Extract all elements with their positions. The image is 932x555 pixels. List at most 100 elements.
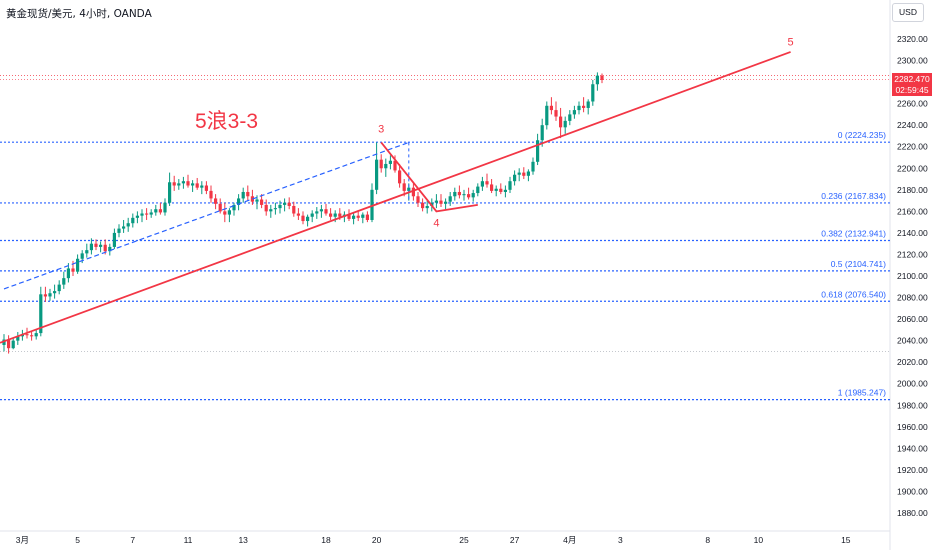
candle-body — [260, 199, 264, 205]
candle-body — [204, 185, 208, 191]
candle-body — [122, 226, 126, 229]
candle-body — [168, 182, 172, 203]
price-tick-label: 1880.00 — [897, 508, 928, 518]
candle-body — [352, 215, 356, 219]
candle-body — [278, 204, 282, 209]
candle-body — [434, 200, 438, 203]
candle-body — [471, 193, 475, 198]
time-tick-label: 25 — [459, 535, 469, 545]
candle-body — [16, 336, 20, 341]
price-tick-label: 2260.00 — [897, 99, 928, 109]
candle-body — [522, 172, 526, 176]
candle-body — [545, 105, 549, 126]
candle-body — [48, 293, 52, 297]
candle-body — [214, 198, 218, 204]
price-tick-label: 2200.00 — [897, 163, 928, 173]
candle-body — [292, 205, 296, 214]
wave-annotation: 5浪3-3 — [195, 110, 258, 133]
candle-body — [94, 243, 98, 247]
candle-body — [577, 105, 581, 111]
candle-body — [310, 213, 314, 217]
price-tick-label: 2240.00 — [897, 120, 928, 130]
time-tick-label: 3月 — [16, 535, 29, 545]
candle-body — [531, 161, 535, 172]
candle-body — [499, 188, 503, 192]
candle-body — [223, 211, 227, 215]
price-tick-label: 1980.00 — [897, 400, 928, 410]
candle-body — [126, 223, 130, 227]
candle-body — [476, 186, 480, 194]
price-tick-label: 2000.00 — [897, 379, 928, 389]
candle-body — [568, 114, 572, 121]
candle-body — [246, 191, 250, 197]
candle-body — [379, 159, 383, 169]
price-tick-label: 2040.00 — [897, 336, 928, 346]
price-tick-label: 2180.00 — [897, 185, 928, 195]
candle-body — [191, 183, 195, 186]
candle-body — [209, 190, 213, 199]
candle-body — [572, 110, 576, 115]
price-tick-label: 1960.00 — [897, 422, 928, 432]
candle-body — [315, 211, 319, 214]
candle-body — [356, 215, 360, 218]
candle-body — [181, 181, 185, 184]
candle-body — [540, 125, 544, 141]
time-tick-label: 27 — [510, 535, 520, 545]
candle-body — [421, 202, 425, 209]
candle-body — [375, 159, 379, 190]
fib-level-label: 0.236 (2167.834) — [821, 191, 886, 201]
candle-body — [264, 204, 268, 212]
candle-body — [89, 243, 93, 251]
price-tick-label: 2020.00 — [897, 357, 928, 367]
candle-body — [7, 339, 11, 349]
candle-body — [255, 199, 259, 202]
candle-body — [439, 200, 443, 204]
current-price-tag: 2282.470 02:59:45 — [892, 73, 932, 96]
candle-body — [149, 212, 153, 215]
candle-body — [135, 215, 139, 218]
candle-body — [582, 105, 586, 108]
candle-body — [324, 209, 328, 214]
candle-body — [195, 183, 199, 188]
time-tick-label: 8 — [705, 535, 710, 545]
candle-body — [393, 160, 397, 171]
time-tick-label: 3 — [618, 535, 623, 545]
price-tick-label: 2320.00 — [897, 34, 928, 44]
candle-body — [62, 278, 66, 285]
candle-body — [80, 253, 84, 259]
candle-body — [85, 250, 89, 254]
price-tick-label: 2100.00 — [897, 271, 928, 281]
candle-body — [513, 174, 517, 182]
candle-body — [480, 181, 484, 187]
time-tick-label: 13 — [238, 535, 248, 545]
candle-body — [595, 75, 599, 85]
candle-body — [407, 187, 411, 191]
candle-body — [485, 181, 489, 185]
chart-title[interactable]: 黄金现货/美元, 4小时, OANDA — [6, 8, 152, 20]
candle-body — [462, 194, 466, 196]
candle-body — [319, 209, 323, 212]
candle-body — [361, 214, 365, 218]
candle-body — [333, 213, 337, 217]
price-tick-label: 1900.00 — [897, 486, 928, 496]
candle-body — [467, 194, 471, 198]
time-tick-label: 10 — [754, 535, 764, 545]
fib-level-label: 0.382 (2132.941) — [821, 229, 886, 239]
price-tick-label: 2220.00 — [897, 142, 928, 152]
candle-body — [329, 213, 333, 217]
currency-button[interactable]: USD — [892, 3, 924, 22]
candle-body — [503, 189, 507, 192]
candle-body — [117, 228, 121, 233]
current-price-value: 2282.470 — [894, 74, 930, 84]
candle-body — [490, 184, 494, 191]
candle-body — [554, 110, 558, 117]
candle-body — [453, 191, 457, 197]
candle-body — [549, 105, 553, 111]
candle-body — [30, 335, 34, 337]
fib-level-label: 0.5 (2104.741) — [831, 259, 886, 269]
candle-body — [283, 202, 287, 205]
candle-body — [11, 340, 15, 349]
candle-body — [43, 294, 47, 297]
